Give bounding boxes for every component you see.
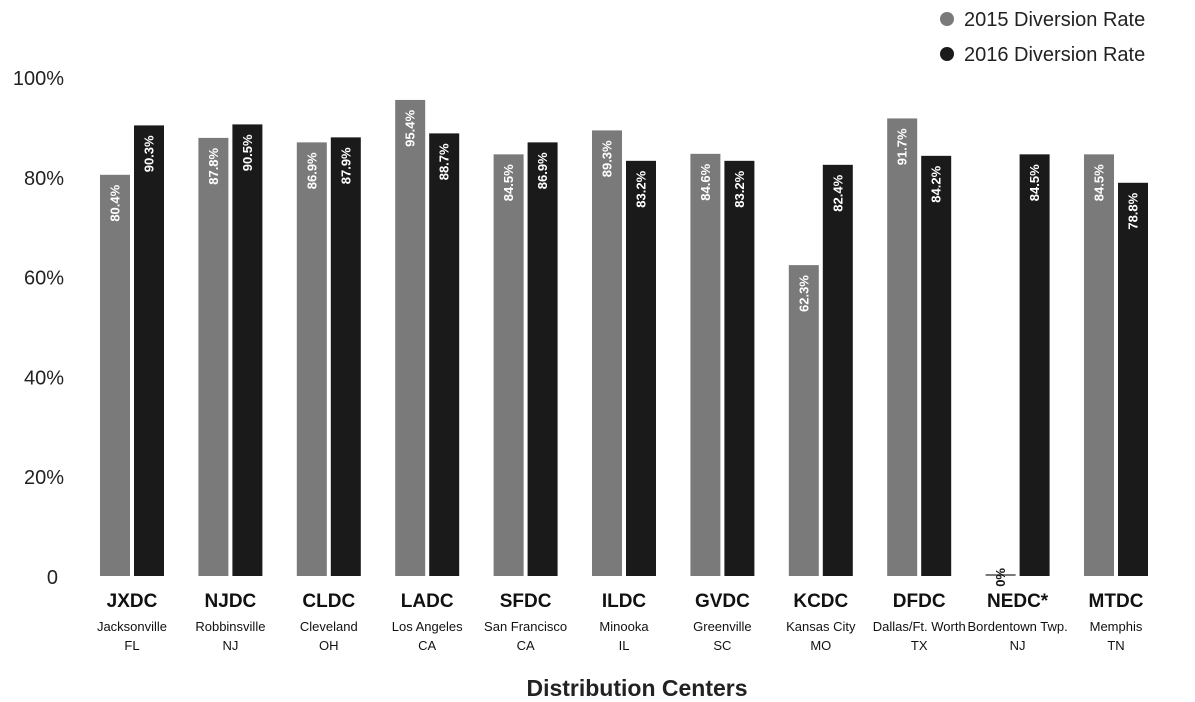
value-label: 84.5% <box>1092 164 1107 201</box>
category-city: Robbinsville <box>195 619 265 634</box>
value-label: 84.5% <box>501 164 516 201</box>
legend-marker-1 <box>940 12 954 26</box>
bar-sfdc-1 <box>493 154 524 576</box>
value-label: 95.4% <box>403 110 418 147</box>
bar-nedc-1 <box>985 574 1016 576</box>
category-code: JXDC <box>107 591 158 612</box>
category-code: MTDC <box>1089 591 1144 612</box>
y-tick-label: 0 <box>47 567 58 589</box>
value-label: 80.4% <box>108 184 123 221</box>
bar-ildc-1 <box>592 130 622 576</box>
x-axis: JXDC Jacksonville FL NJDC Robbinsville NJ CLDC… <box>97 591 1144 653</box>
bar-nedc-2 <box>1019 154 1050 576</box>
bar-jxdc-1 <box>100 174 130 576</box>
value-label: 90.5% <box>240 134 255 171</box>
category-code: ILDC <box>602 591 647 612</box>
category-code: CLDC <box>302 591 355 612</box>
bar-njdc-1 <box>198 137 229 577</box>
category-code: NEDC* <box>987 591 1049 612</box>
category-state: FL <box>124 638 139 653</box>
value-label: 89.3% <box>600 140 615 177</box>
category-city: Dallas/Ft. Worth <box>873 619 966 634</box>
category-city: Kansas City <box>786 619 856 634</box>
value-label: 78.8% <box>1126 192 1141 229</box>
bar-kcdc-2 <box>822 164 853 576</box>
value-label: 62.3% <box>796 275 811 312</box>
category-code: GVDC <box>695 591 750 612</box>
value-label: 87.8% <box>206 147 221 184</box>
bar-jxdc-2 <box>134 125 164 576</box>
category-city: Greenville <box>693 619 752 634</box>
legend-marker-2 <box>940 47 954 61</box>
bar-cldc-1 <box>296 142 327 576</box>
category-state: SC <box>713 638 731 653</box>
value-label: 91.7% <box>895 128 910 165</box>
category-state: CA <box>418 638 436 653</box>
y-tick-label: 60% <box>24 268 64 290</box>
value-label: 83.2% <box>634 170 649 207</box>
category-city: Cleveland <box>300 619 358 634</box>
category-state: TX <box>911 638 928 653</box>
bar-cldc-2 <box>330 137 361 576</box>
value-label: 86.9% <box>304 152 319 189</box>
category-state: CA <box>517 638 535 653</box>
value-label: 82.4% <box>830 174 845 211</box>
category-city: Jacksonville <box>97 619 167 634</box>
y-tick-label: 100% <box>13 68 64 90</box>
bars: 80.4% 90.3% 87.8% 90.5% 86.9% 87.9% 95.4% 88.7%… <box>100 99 1148 587</box>
y-tick-label: 80% <box>24 168 64 190</box>
category-city: Memphis <box>1090 619 1143 634</box>
bar-kcdc-1 <box>788 265 819 576</box>
bar-dfdc-2 <box>921 155 952 577</box>
bar-mtdc-2 <box>1118 182 1148 576</box>
bar-dfdc-1 <box>887 118 918 577</box>
category-code: LADC <box>401 591 454 612</box>
category-state: NJ <box>222 638 238 653</box>
value-label: 0% <box>993 568 1008 587</box>
value-label: 87.9% <box>338 147 353 184</box>
bar-ladc-1 <box>395 99 426 576</box>
value-label: 83.2% <box>732 170 747 207</box>
y-axis: 0 20% 40% 60% 80% 100% <box>13 68 64 589</box>
category-code: NJDC <box>205 591 257 612</box>
value-label: 86.9% <box>535 152 550 189</box>
bar-ladc-2 <box>429 133 460 576</box>
legend-label-2: 2016 Diversion Rate <box>964 44 1145 66</box>
bar-ildc-2 <box>626 160 656 576</box>
category-code: KCDC <box>793 591 848 612</box>
legend-label-1: 2015 Diversion Rate <box>964 9 1145 31</box>
value-label: 84.2% <box>929 165 944 202</box>
y-tick-label: 40% <box>24 367 64 389</box>
value-label: 84.5% <box>1027 164 1042 201</box>
bar-njdc-2 <box>232 124 263 576</box>
value-label: 88.7% <box>437 143 452 180</box>
legend: 2015 Diversion Rate 2016 Diversion Rate <box>940 9 1145 66</box>
category-state: TN <box>1107 638 1124 653</box>
category-state: MO <box>810 638 831 653</box>
category-state: OH <box>319 638 339 653</box>
x-axis-title: Distribution Centers <box>526 675 747 701</box>
category-city: Minooka <box>599 619 649 634</box>
bar-sfdc-2 <box>527 142 558 576</box>
value-label: 84.6% <box>698 163 713 200</box>
category-code: SFDC <box>500 591 552 612</box>
value-label: 90.3% <box>142 135 157 172</box>
category-state: NJ <box>1010 638 1026 653</box>
category-code: DFDC <box>893 591 946 612</box>
category-state: IL <box>619 638 630 653</box>
bar-gvdc-1 <box>690 153 721 576</box>
y-tick-label: 20% <box>24 467 64 489</box>
category-city: Bordentown Twp. <box>967 619 1067 634</box>
category-city: San Francisco <box>484 619 567 634</box>
bar-mtdc-1 <box>1084 154 1114 576</box>
bar-gvdc-2 <box>724 160 755 576</box>
category-city: Los Angeles <box>392 619 463 634</box>
